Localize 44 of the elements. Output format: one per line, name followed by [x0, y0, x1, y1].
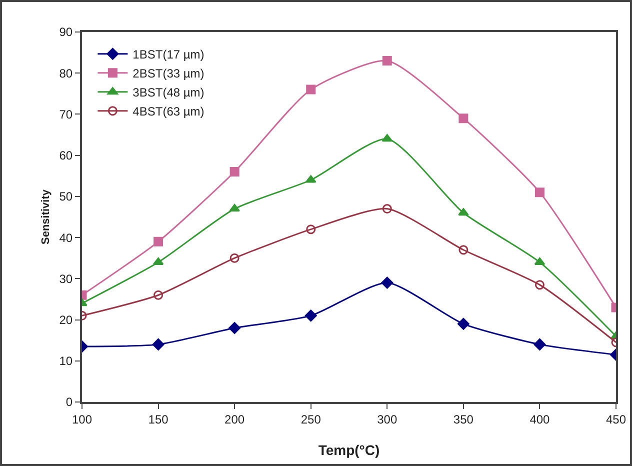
point — [534, 188, 544, 198]
x-tick-label: 400 — [530, 412, 550, 426]
x-tick-label: 200 — [224, 412, 245, 426]
y-tick-label: 10 — [59, 354, 73, 368]
y-axis-title: Sensitivity — [40, 188, 52, 245]
y-tick-label: 90 — [59, 25, 73, 40]
x-tick-label: 450 — [606, 412, 626, 426]
legend-label: 2BST(33 µm) — [132, 66, 204, 81]
y-tick-label: 30 — [59, 272, 73, 286]
x-tick-label: 150 — [148, 412, 169, 426]
point — [154, 236, 164, 246]
point — [230, 253, 240, 263]
point — [382, 56, 392, 66]
y-tick-label: 0 — [66, 395, 73, 410]
point — [534, 280, 544, 290]
legend-label: 4BST(63 µm) — [132, 104, 204, 119]
point — [152, 338, 164, 350]
point — [306, 224, 316, 234]
point — [458, 245, 468, 255]
y-tick-label: 40 — [59, 230, 73, 245]
x-tick-label: 300 — [377, 412, 398, 426]
point — [230, 167, 240, 177]
y-tick-label: 20 — [59, 312, 73, 327]
point — [228, 322, 241, 334]
point — [458, 208, 469, 216]
x-tick-label: 350 — [453, 412, 474, 426]
point — [458, 114, 468, 124]
point — [457, 318, 470, 330]
x-tick-label: 100 — [72, 412, 92, 426]
legend-label: 1BST(17 µm) — [132, 48, 204, 62]
point — [229, 204, 240, 212]
y-tick-label: 70 — [59, 107, 73, 122]
point — [381, 276, 394, 289]
point — [306, 84, 316, 94]
point — [382, 204, 392, 214]
point — [304, 310, 317, 322]
x-tick-label: 250 — [300, 412, 322, 426]
y-tick-label: 60 — [59, 148, 73, 163]
point — [154, 290, 164, 300]
y-tick-label: 80 — [59, 66, 73, 80]
point — [534, 338, 546, 350]
x-axis-title: Temp(°C) — [318, 442, 380, 458]
y-tick-label: 50 — [59, 190, 73, 204]
legend-label: 3BST(48 µm) — [132, 86, 204, 100]
